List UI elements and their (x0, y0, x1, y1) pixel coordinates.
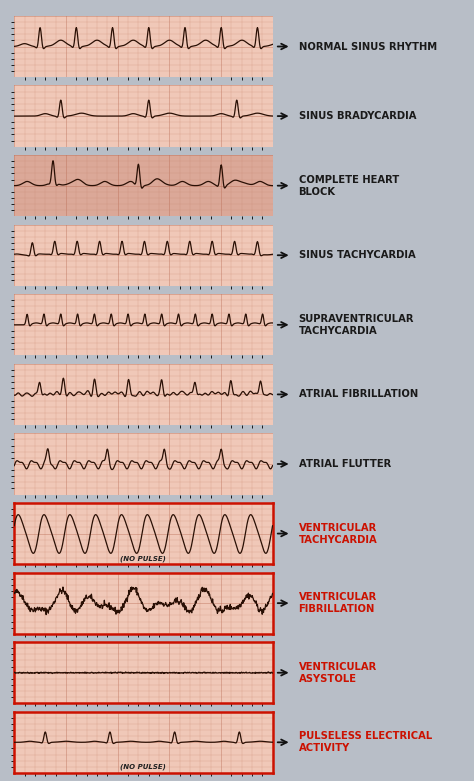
Text: (NO PULSE): (NO PULSE) (120, 764, 166, 771)
Text: NORMAL SINUS RHYTHM: NORMAL SINUS RHYTHM (299, 41, 437, 52)
Text: ATRIAL FLUTTER: ATRIAL FLUTTER (299, 459, 391, 469)
Text: VENTRICULAR
ASYSTOLE: VENTRICULAR ASYSTOLE (299, 662, 377, 683)
Text: PULSELESS ELECTRICAL
ACTIVITY: PULSELESS ELECTRICAL ACTIVITY (299, 731, 432, 754)
Text: SINUS TACHYCARDIA: SINUS TACHYCARDIA (299, 250, 415, 260)
Text: SUPRAVENTRICULAR
TACHYCARDIA: SUPRAVENTRICULAR TACHYCARDIA (299, 314, 414, 336)
Text: (NO PULSE): (NO PULSE) (120, 555, 166, 562)
Text: COMPLETE HEART
BLOCK: COMPLETE HEART BLOCK (299, 175, 399, 197)
Text: VENTRICULAR
TACHYCARDIA: VENTRICULAR TACHYCARDIA (299, 522, 377, 544)
Text: VENTRICULAR
FIBRILLATION: VENTRICULAR FIBRILLATION (299, 592, 377, 614)
Text: ATRIAL FIBRILLATION: ATRIAL FIBRILLATION (299, 390, 418, 399)
Text: SINUS BRADYCARDIA: SINUS BRADYCARDIA (299, 111, 416, 121)
